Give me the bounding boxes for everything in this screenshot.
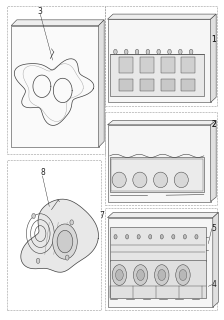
Circle shape [149,235,152,239]
Polygon shape [108,218,213,307]
Text: 3: 3 [38,7,43,16]
Circle shape [137,235,140,239]
Bar [7,160,101,310]
Circle shape [168,49,171,54]
Polygon shape [99,20,104,147]
Polygon shape [140,78,154,91]
Circle shape [176,265,190,285]
Polygon shape [140,57,154,73]
Polygon shape [11,20,104,26]
Polygon shape [119,78,133,91]
Circle shape [135,49,139,54]
Bar [7,6,105,154]
Circle shape [53,224,77,259]
Circle shape [125,49,128,54]
Polygon shape [110,157,204,192]
Polygon shape [181,57,195,73]
Text: 8: 8 [40,168,45,177]
Ellipse shape [174,172,188,188]
Circle shape [183,235,186,239]
Circle shape [179,49,182,54]
Circle shape [157,49,160,54]
Circle shape [195,235,198,239]
Polygon shape [21,199,98,272]
Polygon shape [108,120,216,125]
Polygon shape [108,212,218,218]
Circle shape [114,49,117,54]
Circle shape [112,265,127,285]
Ellipse shape [133,172,147,188]
Circle shape [114,235,117,239]
Text: 7: 7 [99,212,104,220]
Circle shape [70,220,73,225]
Circle shape [155,265,169,285]
Text: 4: 4 [211,280,216,289]
Text: 1: 1 [211,36,216,44]
Circle shape [36,258,40,263]
Polygon shape [161,78,175,91]
Polygon shape [108,125,211,202]
Polygon shape [110,227,206,260]
Polygon shape [110,260,206,298]
Polygon shape [211,14,216,102]
Bar [105,208,217,310]
Polygon shape [110,54,204,96]
Polygon shape [181,78,195,91]
Polygon shape [213,212,218,307]
Text: 2: 2 [211,120,216,129]
Polygon shape [211,120,216,202]
Polygon shape [119,57,133,73]
Bar [105,6,217,106]
Circle shape [32,213,35,219]
Circle shape [65,255,69,260]
Circle shape [158,269,166,281]
Circle shape [125,235,129,239]
Bar [105,112,217,205]
Bar [111,159,203,191]
Circle shape [57,230,73,253]
Polygon shape [108,19,211,102]
Polygon shape [108,14,216,19]
Circle shape [172,235,175,239]
Circle shape [146,49,150,54]
Ellipse shape [153,172,168,188]
Circle shape [160,235,163,239]
Text: 2: 2 [211,120,216,129]
Circle shape [137,269,144,281]
Circle shape [189,49,193,54]
Polygon shape [11,26,99,147]
Circle shape [116,269,123,281]
Circle shape [179,269,187,281]
Polygon shape [161,57,175,73]
Circle shape [133,265,148,285]
Text: 1: 1 [211,36,216,44]
Ellipse shape [112,172,126,188]
Text: 5: 5 [211,224,216,233]
